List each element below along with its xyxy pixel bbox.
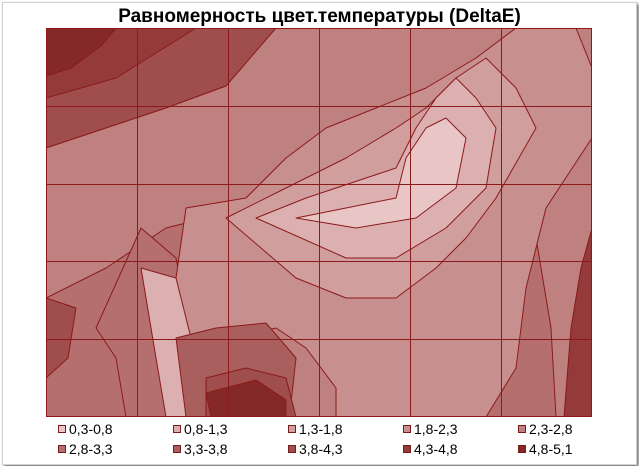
contour-region — [46, 28, 117, 77]
legend-swatch — [403, 445, 411, 453]
contour-plot — [46, 28, 592, 417]
legend-item: 3,8-4,3 — [288, 439, 343, 459]
legend-label: 1,3-1,8 — [299, 421, 343, 437]
legend-swatch — [173, 445, 181, 453]
legend-item: 1,8-2,3 — [403, 419, 458, 439]
legend-swatch — [58, 445, 66, 453]
legend-swatch — [518, 445, 526, 453]
legend-label: 4,3-4,8 — [414, 441, 458, 457]
legend-label: 2,8-3,3 — [69, 441, 113, 457]
legend: 0,3-0,8 0,8-1,3 1,3-1,8 1,8-2,3 2,3-2,8 2,8-3… — [58, 419, 598, 459]
legend-label: 3,8-4,3 — [299, 441, 343, 457]
legend-label: 3,3-3,8 — [184, 441, 228, 457]
legend-item: 2,3-2,8 — [518, 419, 573, 439]
legend-swatch — [403, 425, 411, 433]
legend-swatch — [173, 425, 181, 433]
grid-layer — [46, 28, 592, 417]
contour-region — [295, 117, 467, 229]
legend-item: 2,8-3,3 — [58, 439, 113, 459]
legend-label: 2,3-2,8 — [529, 421, 573, 437]
legend-item: 0,8-1,3 — [173, 419, 228, 439]
legend-swatch — [288, 445, 296, 453]
legend-label: 4,8-5,1 — [529, 441, 573, 457]
legend-item: 0,3-0,8 — [58, 419, 113, 439]
legend-item: 4,3-4,8 — [403, 439, 458, 459]
legend-item: 4,8-5,1 — [518, 439, 573, 459]
contour-region — [205, 379, 287, 417]
legend-swatch — [58, 425, 66, 433]
legend-item: 3,3-3,8 — [173, 439, 228, 459]
legend-label: 1,8-2,3 — [414, 421, 458, 437]
legend-item: 1,3-1,8 — [288, 419, 343, 439]
contour-region — [46, 297, 77, 379]
legend-swatch — [518, 425, 526, 433]
chart-title: Равномерность цвет.температуры (DeltaE) — [118, 6, 521, 27]
contour-layer — [46, 28, 592, 417]
plot-border — [46, 28, 592, 417]
legend-swatch — [288, 425, 296, 433]
legend-label: 0,8-1,3 — [184, 421, 228, 437]
legend-label: 0,3-0,8 — [69, 421, 113, 437]
